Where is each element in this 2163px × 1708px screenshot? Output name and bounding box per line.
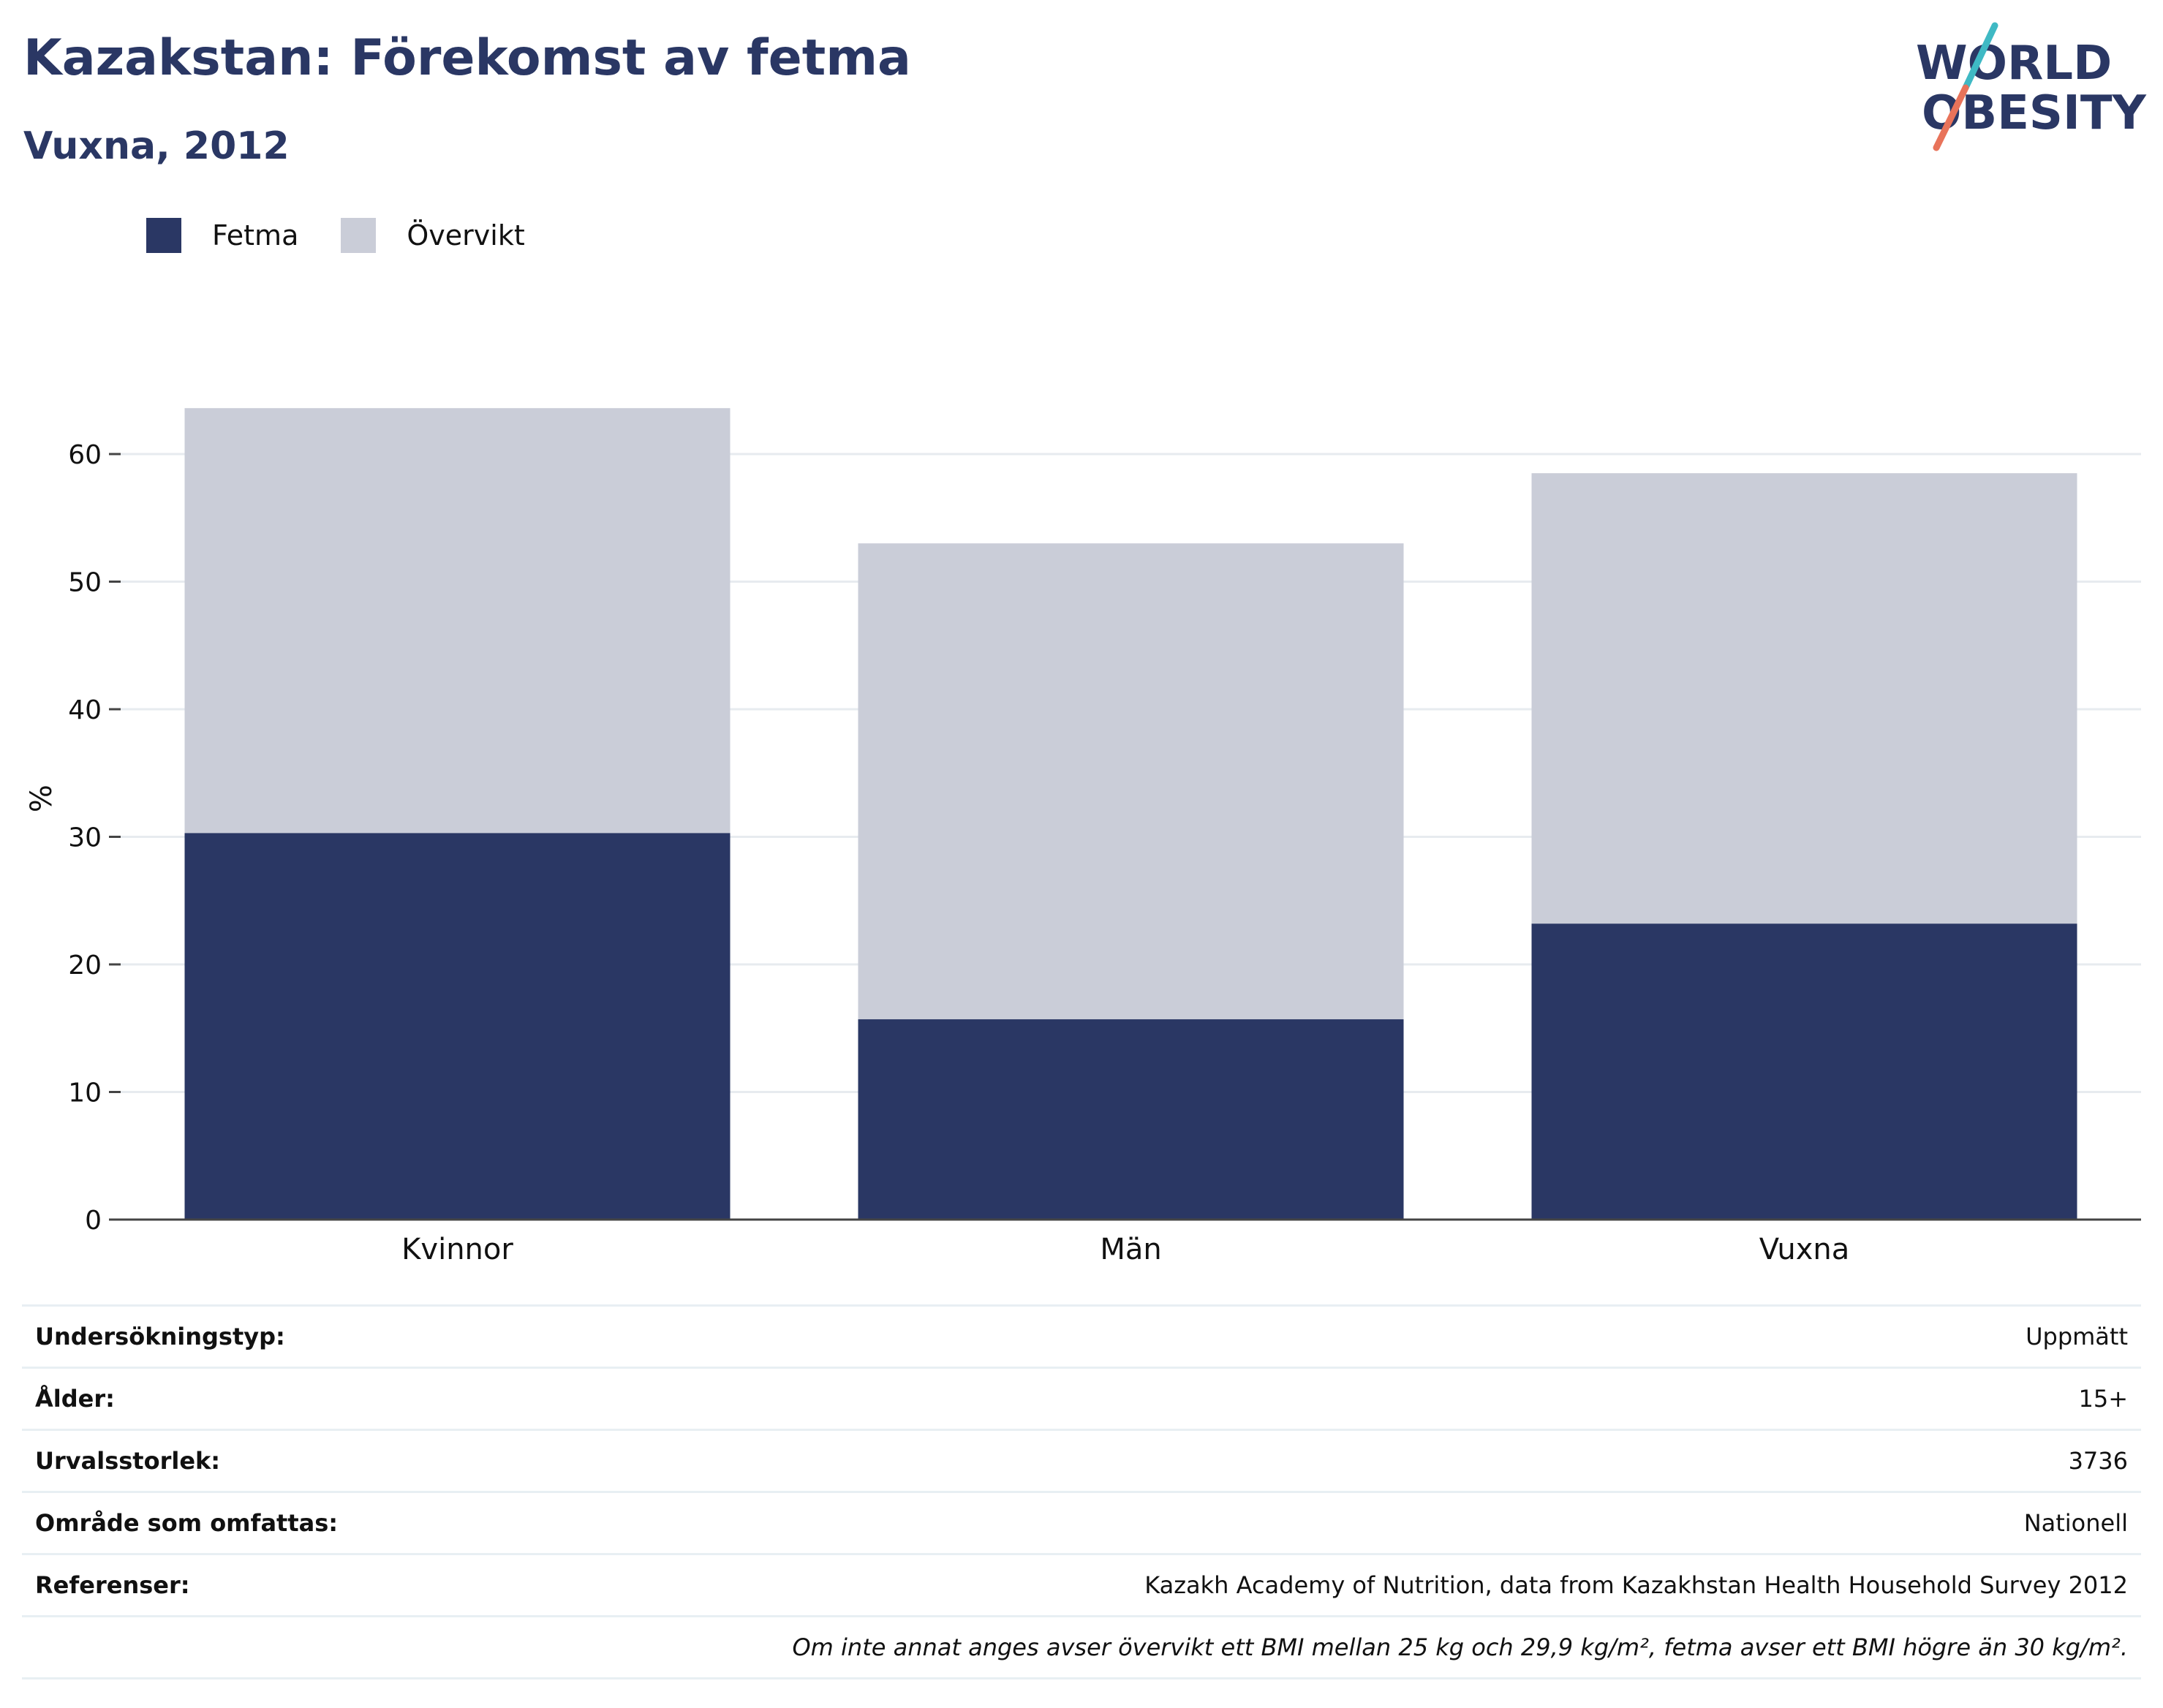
legend: Fetma Övervikt	[146, 216, 567, 254]
bar-fetma	[858, 1019, 1404, 1220]
info-row: Undersökningstyp: Uppmätt	[22, 1304, 2141, 1368]
bar-overvikt	[1531, 473, 2077, 924]
logo-line1: WORLD	[1916, 37, 2112, 91]
y-tick-label: 60	[68, 440, 102, 470]
info-value: Kazakh Academy of Nutrition, data from K…	[543, 1553, 2141, 1617]
survey-info-table: Undersökningstyp: Uppmätt Ålder: 15+ Urvalss…	[22, 1304, 2141, 1679]
info-note-row: Om inte annat anges avser övervikt ett B…	[22, 1615, 2141, 1679]
y-tick-label: 50	[68, 568, 102, 598]
info-key: Ålder:	[22, 1367, 543, 1430]
y-tick-label: 10	[68, 1078, 102, 1108]
world-obesity-logo: WORLD OBESITY	[1916, 22, 2146, 151]
x-tick-label: Vuxna	[1759, 1233, 1850, 1266]
bar-fetma	[184, 833, 731, 1220]
logo-slash-bottom	[1933, 84, 1969, 151]
legend-label-overvikt: Övervikt	[407, 219, 525, 252]
legend-item-overvikt[interactable]: Övervikt	[341, 218, 525, 253]
page-title: Kazakstan: Förekomst av fetma	[23, 29, 911, 87]
y-tick-label: 40	[68, 695, 102, 725]
y-tick-label: 20	[68, 951, 102, 980]
info-key: Referenser:	[22, 1553, 543, 1617]
x-tick-label: Män	[1100, 1233, 1161, 1266]
info-row: Ålder: 15+	[22, 1367, 2141, 1430]
info-value: 15+	[543, 1367, 2141, 1430]
x-tick-label: Kvinnor	[401, 1233, 513, 1266]
info-value: 3736	[543, 1429, 2141, 1492]
footnote: Om inte annat anges avser övervikt ett B…	[22, 1615, 2141, 1679]
page-subtitle: Vuxna, 2012	[23, 124, 290, 168]
info-key: Område som omfattas:	[22, 1491, 543, 1554]
bar-fetma	[1531, 923, 2077, 1220]
y-tick-label: 30	[68, 823, 102, 853]
bar-overvikt	[858, 543, 1404, 1020]
legend-label-fetma: Fetma	[212, 219, 299, 252]
info-key: Undersökningstyp:	[22, 1304, 543, 1368]
y-tick-label: 0	[85, 1206, 102, 1236]
logo-slash-top	[1962, 22, 1998, 91]
legend-swatch-fetma	[146, 218, 181, 253]
legend-item-fetma[interactable]: Fetma	[146, 218, 298, 253]
info-row: Urvalsstorlek: 3736	[22, 1429, 2141, 1492]
bar-overvikt	[184, 408, 731, 834]
info-value: Nationell	[543, 1491, 2141, 1554]
info-row: Referenser: Kazakh Academy of Nutrition, …	[22, 1553, 2141, 1617]
bar-chart: 0 10 20 30 40 50 60% Kvinnor Män Vuxna	[25, 408, 2141, 1266]
info-row: Område som omfattas: Nationell	[22, 1491, 2141, 1554]
info-key: Urvalsstorlek:	[22, 1429, 543, 1492]
y-axis-label: %	[25, 785, 58, 812]
legend-swatch-overvikt	[341, 218, 377, 253]
info-value: Uppmätt	[543, 1304, 2141, 1368]
